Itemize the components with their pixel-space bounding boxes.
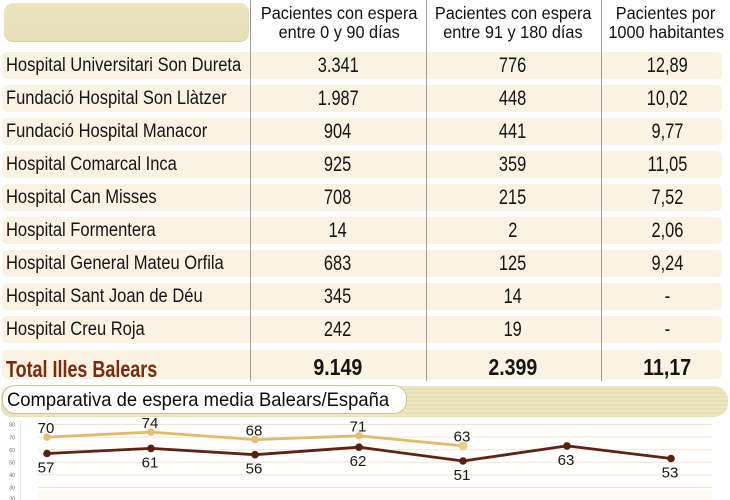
svg-text:62: 62 bbox=[350, 453, 367, 470]
svg-text:51: 51 bbox=[454, 467, 471, 484]
svg-text:57: 57 bbox=[38, 460, 55, 477]
svg-text:61: 61 bbox=[142, 454, 159, 471]
svg-text:68: 68 bbox=[246, 422, 263, 439]
svg-text:53: 53 bbox=[662, 465, 679, 482]
svg-text:63: 63 bbox=[558, 452, 575, 469]
svg-text:70: 70 bbox=[9, 435, 15, 441]
svg-text:70: 70 bbox=[38, 420, 55, 437]
svg-text:20: 20 bbox=[9, 497, 15, 500]
svg-text:50: 50 bbox=[9, 461, 15, 467]
svg-text:30: 30 bbox=[9, 486, 15, 492]
svg-text:40: 40 bbox=[9, 473, 15, 479]
svg-text:74: 74 bbox=[142, 415, 159, 432]
svg-text:60: 60 bbox=[9, 448, 15, 454]
svg-text:80: 80 bbox=[9, 423, 15, 429]
svg-text:71: 71 bbox=[350, 419, 367, 436]
svg-text:56: 56 bbox=[246, 461, 263, 478]
svg-text:63: 63 bbox=[454, 429, 471, 446]
